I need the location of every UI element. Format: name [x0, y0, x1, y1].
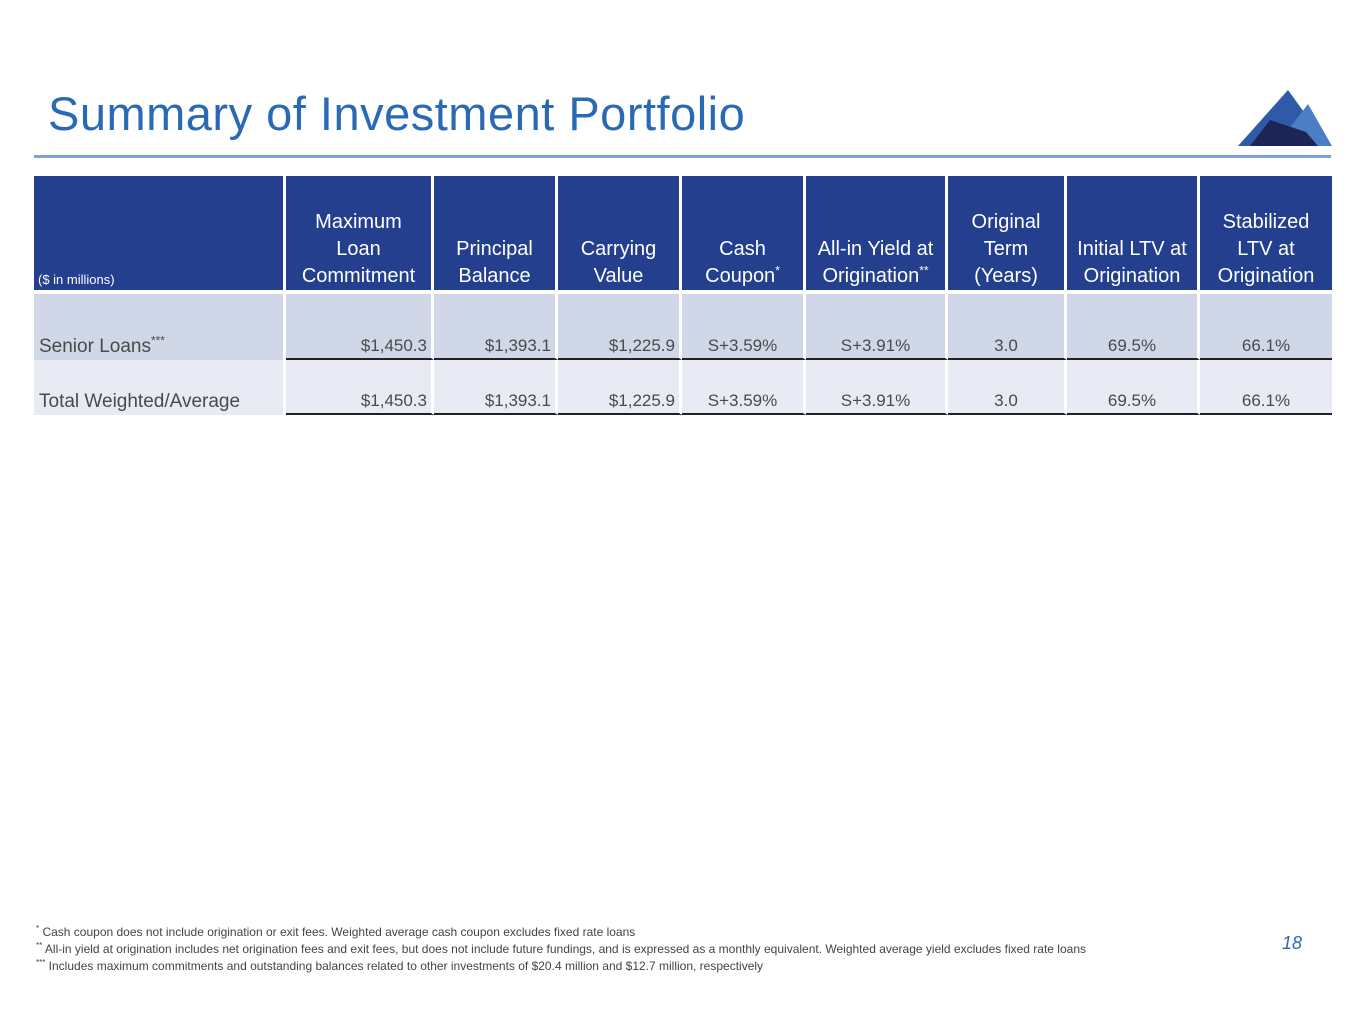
header-principal-balance: Principal Balance — [434, 176, 558, 290]
page-number: 18 — [1282, 933, 1303, 953]
table-cell: 69.5% — [1067, 294, 1200, 360]
header-stabilized-ltv: Stabilized LTV at Origination — [1200, 176, 1332, 290]
row-label: Total Weighted/Average — [34, 360, 286, 415]
table-row: Senior Loans*** $1,450.3 $1,393.1 $1,225… — [34, 294, 1332, 360]
footnotes: * Cash coupon does not include originati… — [36, 924, 1256, 975]
footnote: * Cash coupon does not include originati… — [36, 924, 636, 940]
table-cell: $1,450.3 — [286, 360, 434, 415]
table-cell: $1,450.3 — [286, 294, 434, 360]
header-maximum-loan-commitment: Maximum Loan Commitment — [286, 176, 434, 290]
table-cell: $1,225.9 — [558, 360, 682, 415]
header-initial-ltv: Initial LTV at Origination — [1067, 176, 1200, 290]
header-cash-coupon: Cash Coupon* — [682, 176, 806, 290]
footnote: ** All-in yield at origination includes … — [36, 941, 1086, 957]
table-cell: 3.0 — [948, 360, 1067, 415]
table-cell: $1,393.1 — [434, 360, 558, 415]
page-title: Summary of Investment Portfolio — [48, 87, 746, 140]
table-cell: $1,393.1 — [434, 294, 558, 360]
row-label: Senior Loans*** — [34, 294, 286, 360]
title-divider — [34, 155, 1331, 158]
table-cell: 66.1% — [1200, 294, 1332, 360]
table-cell: S+3.59% — [682, 294, 806, 360]
table-cell: S+3.59% — [682, 360, 806, 415]
table-row-total: Total Weighted/Average $1,450.3 $1,393.1… — [34, 360, 1332, 415]
table-cell: 3.0 — [948, 294, 1067, 360]
units-label: ($ in millions) — [34, 176, 286, 290]
table-cell: S+3.91% — [806, 360, 948, 415]
table-cell: $1,225.9 — [558, 294, 682, 360]
header-original-term: Original Term (Years) — [948, 176, 1067, 290]
mountain-logo-icon — [1238, 90, 1332, 146]
header-carrying-value: Carrying Value — [558, 176, 682, 290]
table-header-row: ($ in millions) Maximum Loan Commitment … — [34, 176, 1332, 290]
footnote: *** Includes maximum commitments and out… — [36, 958, 764, 974]
header-all-in-yield: All-in Yield at Origination** — [806, 176, 948, 290]
table-cell: S+3.91% — [806, 294, 948, 360]
table-cell: 69.5% — [1067, 360, 1200, 415]
table-cell: 66.1% — [1200, 360, 1332, 415]
investment-portfolio-table: ($ in millions) Maximum Loan Commitment … — [34, 176, 1332, 415]
